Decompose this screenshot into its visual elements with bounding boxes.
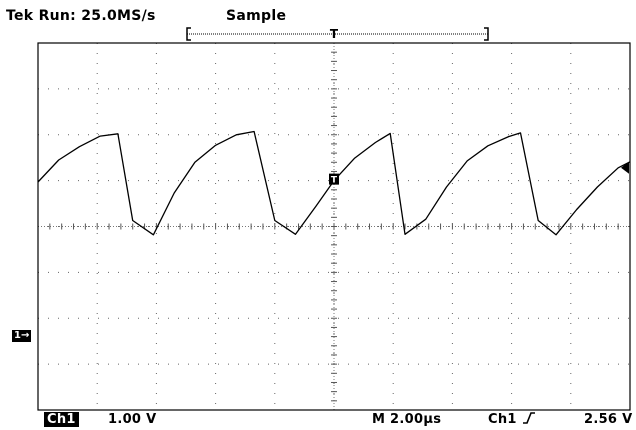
record-bracket-left xyxy=(186,27,191,41)
ch1-waveform xyxy=(37,130,631,236)
trigger-level-marker xyxy=(621,161,629,174)
trigger-position-marker: T xyxy=(330,27,339,41)
waveform-trace xyxy=(37,130,631,236)
volts-per-div: 1.00 V xyxy=(108,412,157,427)
record-bracket-right xyxy=(484,27,489,41)
left-arrow-icon xyxy=(621,161,629,174)
time-per-div: M 2.00µs xyxy=(372,412,442,427)
acquisition-mode: Sample xyxy=(226,8,287,24)
acquisition-status: Tek Run: 25.0MS/s xyxy=(6,8,156,24)
record-window-bracket: T xyxy=(186,27,489,41)
graticule-frame xyxy=(37,42,631,411)
trigger-source: Ch1 xyxy=(488,412,536,427)
trigger-source-label: Ch1 xyxy=(488,412,517,427)
ch1-ground-marker: 1→ xyxy=(12,330,32,342)
channel-badge: Ch1 xyxy=(44,412,79,427)
trigger-point-label: T xyxy=(331,176,338,186)
trigger-level: 2.56 V xyxy=(584,412,633,427)
trigger-point-box xyxy=(329,173,339,185)
graticule xyxy=(37,42,631,411)
trigger-point-marker: T xyxy=(329,173,339,186)
rising-edge-icon xyxy=(522,412,535,424)
